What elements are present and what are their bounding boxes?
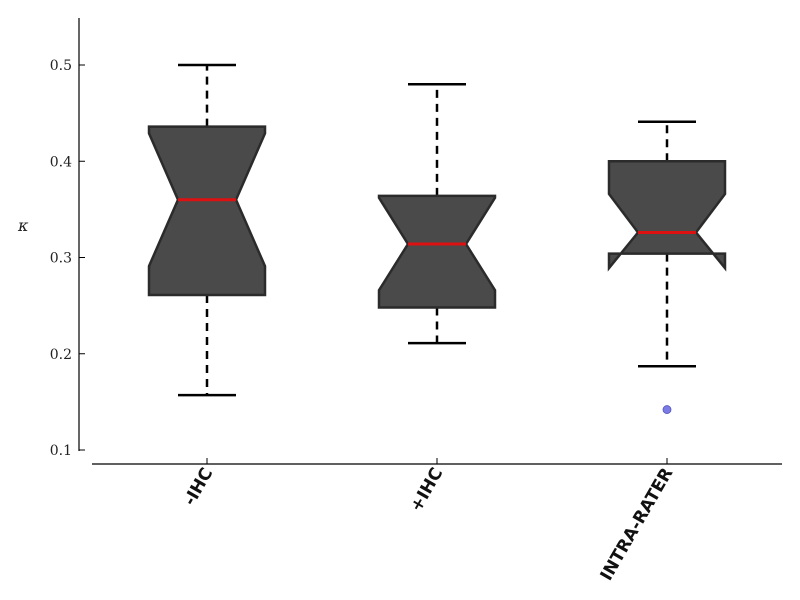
y-tick-label: 0.1 [50,443,72,459]
box-body [377,194,497,309]
y-tick-label: 0.4 [50,154,72,170]
box-body [147,125,267,297]
boxes [147,63,727,464]
y-tick-label: 0.2 [50,347,72,363]
outlier-point [662,405,672,414]
x-tick-label: +IHC [406,465,447,516]
x-tick-labels: -IHC +IHC INTRA-RATER [180,465,677,585]
box-group [377,83,497,464]
x-tick-label: -IHC [180,465,217,510]
box-group [147,63,267,464]
y-ticks: 0.1 0.2 0.3 0.4 0.5 [50,58,85,459]
y-axis-label: κ [17,216,29,235]
y-tick-label: 0.5 [50,58,72,74]
y-tick-label: 0.3 [50,251,72,267]
x-tick-label: INTRA-RATER [597,465,678,585]
box-body [607,160,727,272]
box-group [607,120,727,464]
